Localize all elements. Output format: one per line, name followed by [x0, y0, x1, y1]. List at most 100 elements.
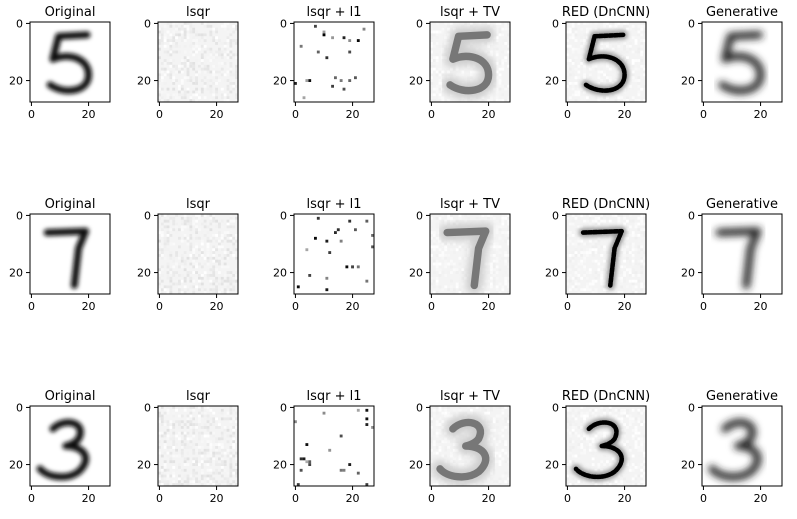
noise-pixel: [198, 480, 201, 483]
noise-pixel: [496, 62, 499, 65]
sparse-pixel: [365, 417, 368, 420]
noise-pixel: [490, 435, 493, 438]
noise-pixel: [189, 51, 192, 54]
noise-pixel: [640, 59, 643, 62]
noise-pixel: [490, 245, 493, 248]
y-tick-label: 20: [9, 267, 23, 280]
noise-pixel: [439, 51, 442, 54]
noise-pixel: [439, 260, 442, 263]
noise-pixel: [181, 225, 184, 228]
noise-pixel: [467, 79, 470, 82]
noise-pixel: [504, 271, 507, 274]
noise-pixel: [224, 263, 227, 266]
noise-pixel: [597, 237, 600, 240]
noise-pixel: [195, 477, 198, 480]
noise-pixel: [209, 446, 212, 449]
noise-pixel: [195, 93, 198, 96]
noise-pixel: [496, 42, 499, 45]
noise-pixel: [221, 257, 224, 260]
noise-pixel: [169, 25, 172, 28]
noise-pixel: [583, 288, 586, 291]
noise-pixel: [164, 420, 167, 423]
noise-pixel: [453, 243, 456, 246]
noise-pixel: [195, 285, 198, 288]
noise-pixel: [577, 240, 580, 243]
noise-pixel: [161, 480, 164, 483]
noise-pixel: [207, 460, 210, 463]
noise-pixel: [575, 25, 578, 28]
noise-pixel: [215, 472, 218, 475]
noise-pixel: [637, 263, 640, 266]
noise-pixel: [572, 257, 575, 260]
noise-pixel: [169, 432, 172, 435]
image: [294, 406, 374, 486]
noise-pixel: [444, 263, 447, 266]
y-tick-label: 20: [273, 459, 287, 472]
noise-pixel: [577, 88, 580, 91]
noise-pixel: [192, 248, 195, 251]
noise-pixel: [606, 28, 609, 31]
noise-pixel: [464, 268, 467, 271]
noise-pixel: [161, 469, 164, 472]
noise-pixel: [504, 469, 507, 472]
noise-pixel: [586, 437, 589, 440]
noise-pixel: [637, 36, 640, 39]
noise-pixel: [623, 472, 626, 475]
noise-pixel: [212, 234, 215, 237]
noise-pixel: [201, 65, 204, 68]
noise-pixel: [635, 51, 638, 54]
noise-pixel: [447, 71, 450, 74]
noise-pixel: [603, 48, 606, 51]
noise-pixel: [632, 440, 635, 443]
noise-pixel: [626, 268, 629, 271]
noise-pixel: [184, 460, 187, 463]
noise-pixel: [433, 42, 436, 45]
noise-pixel: [583, 277, 586, 280]
noise-pixel: [192, 475, 195, 478]
noise-pixel: [178, 96, 181, 99]
noise-pixel: [433, 248, 436, 251]
noise-pixel: [575, 28, 578, 31]
noise-pixel: [600, 223, 603, 226]
noise-pixel: [572, 217, 575, 220]
noise-pixel: [597, 268, 600, 271]
noise-pixel: [433, 240, 436, 243]
noise-pixel: [232, 435, 235, 438]
noise-pixel: [192, 53, 195, 56]
sparse-pixel: [337, 228, 340, 231]
noise-pixel: [592, 257, 595, 260]
noise-pixel: [504, 475, 507, 478]
noise-pixel: [493, 437, 496, 440]
noise-pixel: [606, 480, 609, 483]
noise-pixel: [164, 73, 167, 76]
noise-pixel: [569, 76, 572, 79]
noise-pixel: [595, 68, 598, 71]
noise-pixel: [181, 288, 184, 291]
noise-pixel: [207, 457, 210, 460]
noise-pixel: [453, 437, 456, 440]
noise-pixel: [626, 85, 629, 88]
noise-pixel: [623, 271, 626, 274]
noise-pixel: [623, 412, 626, 415]
noise-pixel: [575, 225, 578, 228]
noise-pixel: [597, 466, 600, 469]
noise-pixel: [569, 62, 572, 65]
noise-pixel: [229, 469, 232, 472]
noise-pixel: [439, 96, 442, 99]
noise-pixel: [615, 417, 618, 420]
noise-pixel: [178, 466, 181, 469]
noise-pixel: [181, 426, 184, 429]
noise-pixel: [461, 245, 464, 248]
noise-pixel: [198, 274, 201, 277]
noise-pixel: [481, 220, 484, 223]
noise-pixel: [575, 91, 578, 94]
noise-pixel: [195, 243, 198, 246]
noise-pixel: [229, 42, 232, 45]
noise-pixel: [184, 225, 187, 228]
noise-pixel: [629, 466, 632, 469]
noise-pixel: [572, 285, 575, 288]
noise-pixel: [632, 283, 635, 286]
noise-pixel: [167, 412, 170, 415]
noise-pixel: [612, 51, 615, 54]
noise-pixel: [444, 449, 447, 452]
